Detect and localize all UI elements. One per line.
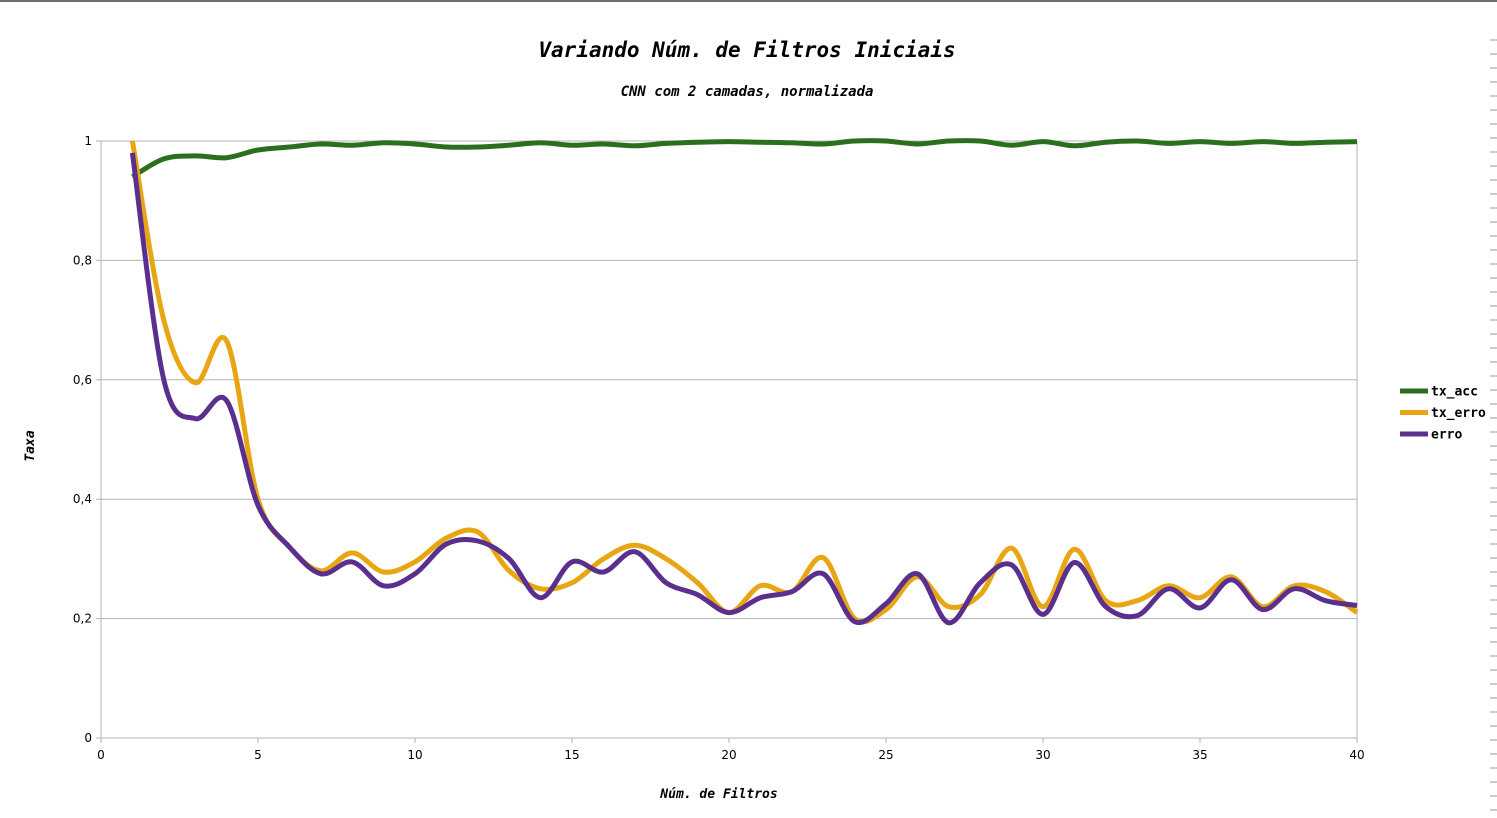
y-axis-label: Taxa <box>23 430 38 461</box>
legend-label-erro: erro <box>1431 428 1462 443</box>
series-lines <box>129 138 1359 626</box>
y-tick-label-2: 0,4 <box>73 492 92 506</box>
x-tick-label-0: 0 <box>97 748 105 762</box>
chart-title: Variando Núm. de Filtros Iniciais <box>538 38 955 62</box>
legend-label-tx_erro: tx_erro <box>1431 406 1486 421</box>
x-tick-label-7: 35 <box>1192 748 1207 762</box>
series-line-tx_acc <box>131 138 1358 179</box>
chart-subtitle: CNN com 2 camadas, normalizada <box>621 84 874 100</box>
axes <box>96 140 1358 743</box>
window-top-border <box>0 0 1497 2</box>
x-tick-label-2: 10 <box>407 748 422 762</box>
y-tick-label-5: 1 <box>84 134 92 148</box>
x-tick-label-1: 5 <box>254 748 262 762</box>
y-tick-labels: 0 0,2 0,4 0,6 0,8 1 <box>73 134 92 745</box>
y-tick-label-4: 0,8 <box>73 253 92 267</box>
y-tick-label-3: 0,6 <box>73 373 92 387</box>
x-tick-labels: 0 5 10 15 20 25 30 35 40 <box>97 748 1364 762</box>
x-tick-label-5: 25 <box>878 748 893 762</box>
x-tick-label-3: 15 <box>564 748 579 762</box>
x-tick-label-8: 40 <box>1349 748 1364 762</box>
x-axis-label: Núm. de Filtros <box>659 787 777 802</box>
scroll-ruler <box>1490 39 1497 811</box>
x-tick-label-6: 30 <box>1035 748 1050 762</box>
series-line-erro <box>129 152 1358 626</box>
series-line-tx_erro <box>129 140 1359 625</box>
legend-label-tx_acc: tx_acc <box>1431 385 1478 400</box>
x-tick-label-4: 20 <box>721 748 736 762</box>
y-tick-label-1: 0,2 <box>73 612 92 626</box>
y-tick-label-0: 0 <box>84 731 92 745</box>
